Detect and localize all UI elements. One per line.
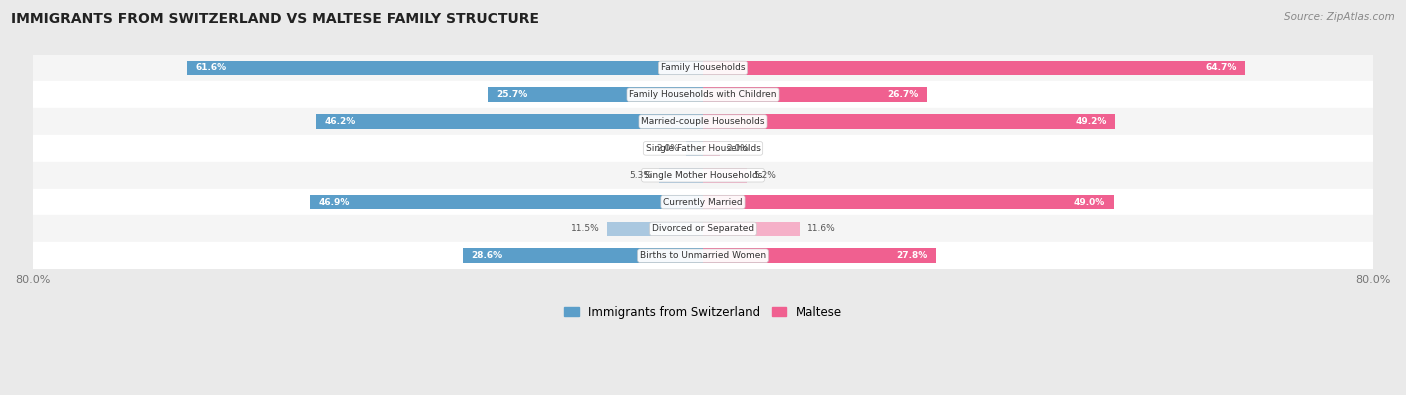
Text: Divorced or Separated: Divorced or Separated xyxy=(652,224,754,233)
Text: Family Households: Family Households xyxy=(661,64,745,72)
Bar xyxy=(606,222,703,236)
Text: 61.6%: 61.6% xyxy=(195,64,226,72)
Text: 25.7%: 25.7% xyxy=(496,90,527,99)
Bar xyxy=(316,114,703,129)
Bar xyxy=(703,141,720,156)
Text: IMMIGRANTS FROM SWITZERLAND VS MALTESE FAMILY STRUCTURE: IMMIGRANTS FROM SWITZERLAND VS MALTESE F… xyxy=(11,12,540,26)
Text: 27.8%: 27.8% xyxy=(896,251,928,260)
Text: 46.9%: 46.9% xyxy=(318,198,350,207)
Text: Births to Unmarried Women: Births to Unmarried Women xyxy=(640,251,766,260)
Bar xyxy=(311,195,703,209)
Bar xyxy=(703,222,800,236)
Text: 46.2%: 46.2% xyxy=(325,117,356,126)
Legend: Immigrants from Switzerland, Maltese: Immigrants from Switzerland, Maltese xyxy=(560,301,846,324)
Text: Currently Married: Currently Married xyxy=(664,198,742,207)
Text: 11.6%: 11.6% xyxy=(807,224,835,233)
Text: 11.5%: 11.5% xyxy=(571,224,600,233)
Bar xyxy=(32,135,1374,162)
Text: 2.0%: 2.0% xyxy=(657,144,679,153)
Bar xyxy=(32,189,1374,216)
Bar xyxy=(32,55,1374,81)
Text: 2.0%: 2.0% xyxy=(727,144,749,153)
Text: 28.6%: 28.6% xyxy=(472,251,503,260)
Text: Family Households with Children: Family Households with Children xyxy=(630,90,776,99)
Text: 5.2%: 5.2% xyxy=(754,171,776,180)
Bar xyxy=(703,248,936,263)
Bar xyxy=(658,168,703,182)
Text: 49.2%: 49.2% xyxy=(1076,117,1107,126)
Bar xyxy=(32,216,1374,242)
Bar xyxy=(187,60,703,75)
Bar xyxy=(703,168,747,182)
Bar xyxy=(32,81,1374,108)
Bar xyxy=(488,87,703,102)
Bar xyxy=(32,242,1374,269)
Text: 26.7%: 26.7% xyxy=(887,90,918,99)
Text: Married-couple Households: Married-couple Households xyxy=(641,117,765,126)
Bar xyxy=(32,162,1374,189)
Text: 49.0%: 49.0% xyxy=(1074,198,1105,207)
Text: 64.7%: 64.7% xyxy=(1205,64,1237,72)
Bar xyxy=(32,108,1374,135)
Text: Single Mother Households: Single Mother Households xyxy=(644,171,762,180)
Bar xyxy=(686,141,703,156)
Bar xyxy=(703,195,1114,209)
Bar xyxy=(703,87,927,102)
Text: Source: ZipAtlas.com: Source: ZipAtlas.com xyxy=(1284,12,1395,22)
Bar xyxy=(703,114,1115,129)
Bar xyxy=(703,60,1246,75)
Bar xyxy=(464,248,703,263)
Text: 5.3%: 5.3% xyxy=(628,171,652,180)
Text: Single Father Households: Single Father Households xyxy=(645,144,761,153)
